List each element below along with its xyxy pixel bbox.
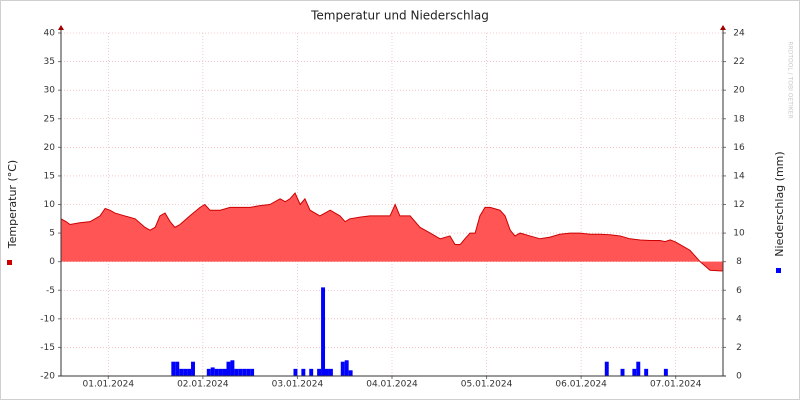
precipitation-bar bbox=[191, 361, 195, 376]
precipitation-bar bbox=[636, 361, 641, 376]
precipitation-bar bbox=[344, 360, 349, 376]
precipitation-bar bbox=[293, 368, 298, 376]
precipitation-bar bbox=[325, 368, 329, 376]
precipitation-bar bbox=[171, 361, 176, 376]
precipitation-bar bbox=[246, 368, 251, 376]
chart-title: Temperatur und Niederschlag bbox=[310, 9, 489, 23]
precipitation-bar bbox=[222, 368, 227, 376]
temperature-area bbox=[61, 193, 723, 271]
precipitation-bar bbox=[187, 368, 192, 376]
precipitation-bar bbox=[214, 368, 219, 376]
precipitation-bar bbox=[644, 368, 649, 376]
watermark: RRDTOOL / TOBI OETIKER bbox=[787, 41, 794, 118]
y2-tick-label: 20 bbox=[733, 86, 745, 96]
axes: -20-15-10-505101520253035400246810121416… bbox=[6, 25, 786, 390]
precipitation-bar bbox=[179, 368, 184, 376]
precipitation-bar bbox=[183, 368, 188, 376]
precipitation-bar bbox=[317, 368, 322, 376]
precipitation-bar bbox=[321, 287, 326, 376]
precipitation-bar bbox=[210, 367, 215, 376]
legend-swatch bbox=[7, 260, 12, 265]
x-tick-label: 06.01.2024 bbox=[555, 380, 607, 390]
y-tick-label: -5 bbox=[46, 286, 55, 296]
precipitation-bar bbox=[234, 368, 239, 376]
temperature-line bbox=[60, 192, 723, 272]
y2-tick-label: 12 bbox=[733, 200, 744, 210]
y-tick-label: 40 bbox=[44, 29, 56, 39]
y2-tick-label: 22 bbox=[733, 57, 744, 67]
precipitation-bar bbox=[250, 368, 255, 376]
precipitation-bar bbox=[309, 368, 314, 376]
y-tick-label: 20 bbox=[44, 143, 56, 153]
precipitation-bar bbox=[206, 368, 211, 376]
x-tick-label: 01.01.2024 bbox=[83, 380, 135, 390]
legend-label: Niederschlag (mm) bbox=[773, 151, 786, 256]
precipitation-bar bbox=[230, 360, 235, 376]
y-tick-label: 0 bbox=[49, 257, 55, 267]
precipitation-bar bbox=[218, 368, 223, 376]
precipitation-bar bbox=[328, 368, 333, 376]
precipitation-bar bbox=[226, 361, 231, 376]
grid bbox=[61, 32, 723, 377]
precipitation-bar bbox=[238, 368, 243, 376]
x-tick-label: 04.01.2024 bbox=[366, 380, 418, 390]
y2-tick-label: 8 bbox=[736, 257, 742, 267]
y2-tick-label: 18 bbox=[733, 114, 745, 124]
precipitation-bar bbox=[175, 361, 180, 376]
y2-tick-label: 16 bbox=[733, 143, 745, 153]
y2-tick-label: 0 bbox=[736, 372, 742, 382]
precipitation-bar bbox=[340, 361, 345, 376]
y-tick-label: 10 bbox=[44, 200, 56, 210]
y2-tick-label: 4 bbox=[736, 314, 742, 324]
axis-arrow bbox=[720, 25, 726, 30]
y2-tick-label: 14 bbox=[733, 171, 745, 181]
precipitation-bar bbox=[242, 368, 247, 376]
legend-swatch bbox=[776, 268, 781, 273]
precipitation-bar bbox=[604, 361, 609, 376]
y-tick-label: 35 bbox=[44, 57, 55, 67]
precipitation-bar bbox=[663, 368, 668, 376]
x-tick-label: 02.01.2024 bbox=[177, 380, 229, 390]
y2-tick-label: 2 bbox=[736, 343, 742, 353]
precipitation-bar bbox=[301, 368, 306, 376]
y-tick-label: 30 bbox=[44, 86, 56, 96]
precipitation-bar bbox=[632, 368, 637, 376]
y2-tick-label: 24 bbox=[733, 29, 745, 39]
y-tick-label: -10 bbox=[40, 314, 55, 324]
x-tick-label: 03.01.2024 bbox=[272, 380, 324, 390]
y-tick-label: -20 bbox=[40, 372, 55, 382]
x-tick-label: 05.01.2024 bbox=[461, 380, 513, 390]
y2-tick-label: 10 bbox=[733, 229, 745, 239]
precipitation-bar bbox=[348, 370, 353, 376]
axis-arrow bbox=[58, 25, 64, 30]
y-tick-label: 15 bbox=[44, 171, 55, 181]
precipitation-bar bbox=[620, 368, 625, 376]
y-tick-label: 5 bbox=[49, 229, 55, 239]
x-tick-label: 07.01.2024 bbox=[650, 380, 702, 390]
y2-tick-label: 6 bbox=[736, 286, 742, 296]
marks bbox=[60, 192, 723, 376]
y-tick-label: -15 bbox=[40, 343, 55, 353]
legend-label: Temperatur (°C) bbox=[6, 160, 19, 249]
y-tick-label: 25 bbox=[44, 114, 55, 124]
